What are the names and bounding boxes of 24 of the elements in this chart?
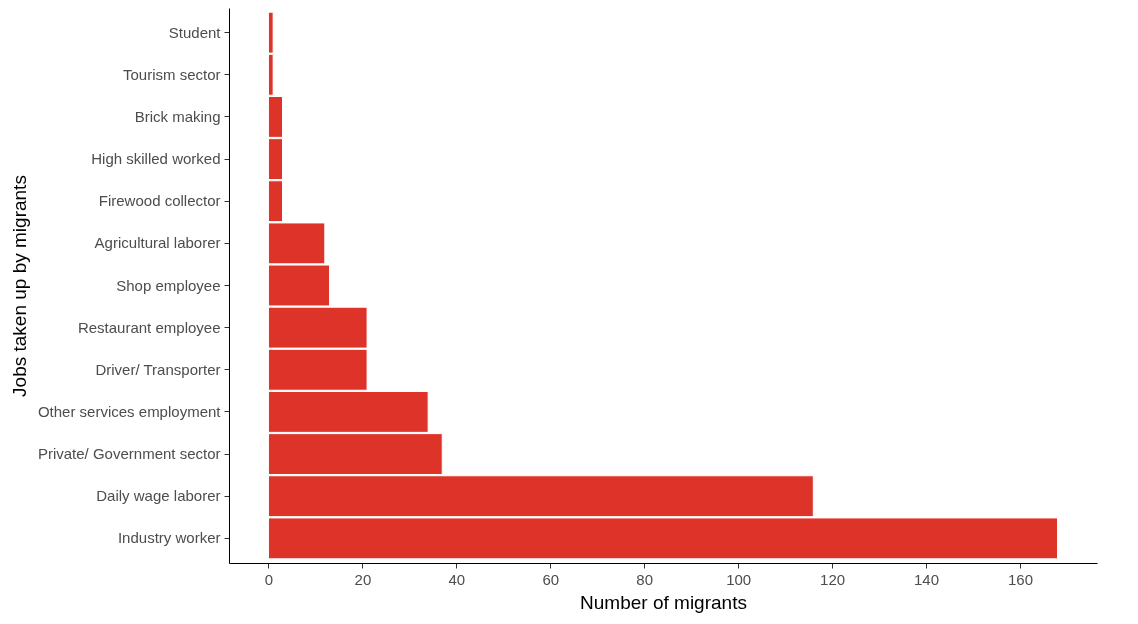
y-tick-label: Private/ Government sector <box>37 445 221 463</box>
y-tick-label: Industry worker <box>117 529 221 547</box>
y-tick-label: Firewood collector <box>98 192 221 210</box>
x-tick-label: 0 <box>264 570 274 588</box>
y-tick-label: Daily wage laborer <box>96 487 221 505</box>
y-tick-label: Driver/ Transporter <box>95 360 221 378</box>
x-tick-label: 120 <box>820 570 846 588</box>
x-tick-label: 160 <box>1007 570 1033 588</box>
y-tick-label: Restaurant employee <box>77 318 221 336</box>
x-tick-label: 60 <box>542 570 560 588</box>
y-tick-label: High skilled worked <box>91 150 221 168</box>
x-tick-label: 40 <box>448 570 466 588</box>
y-tick-label: Brick making <box>134 107 221 125</box>
y-tick-label: Student <box>168 23 222 41</box>
y-axis-title: Jobs taken up by migrants <box>8 175 30 397</box>
x-tick-label: 100 <box>726 570 752 588</box>
x-tick-label: 140 <box>914 570 940 588</box>
y-tick-label: Tourism sector <box>122 65 221 83</box>
y-tick-label: Other services employment <box>37 402 222 420</box>
x-tick-label: 20 <box>354 570 372 588</box>
y-tick-label: Shop employee <box>116 276 221 294</box>
x-axis-title: Number of migrants <box>580 591 747 613</box>
x-tick-label: 80 <box>636 570 654 588</box>
y-tick-label: Agricultural laborer <box>94 234 221 252</box>
